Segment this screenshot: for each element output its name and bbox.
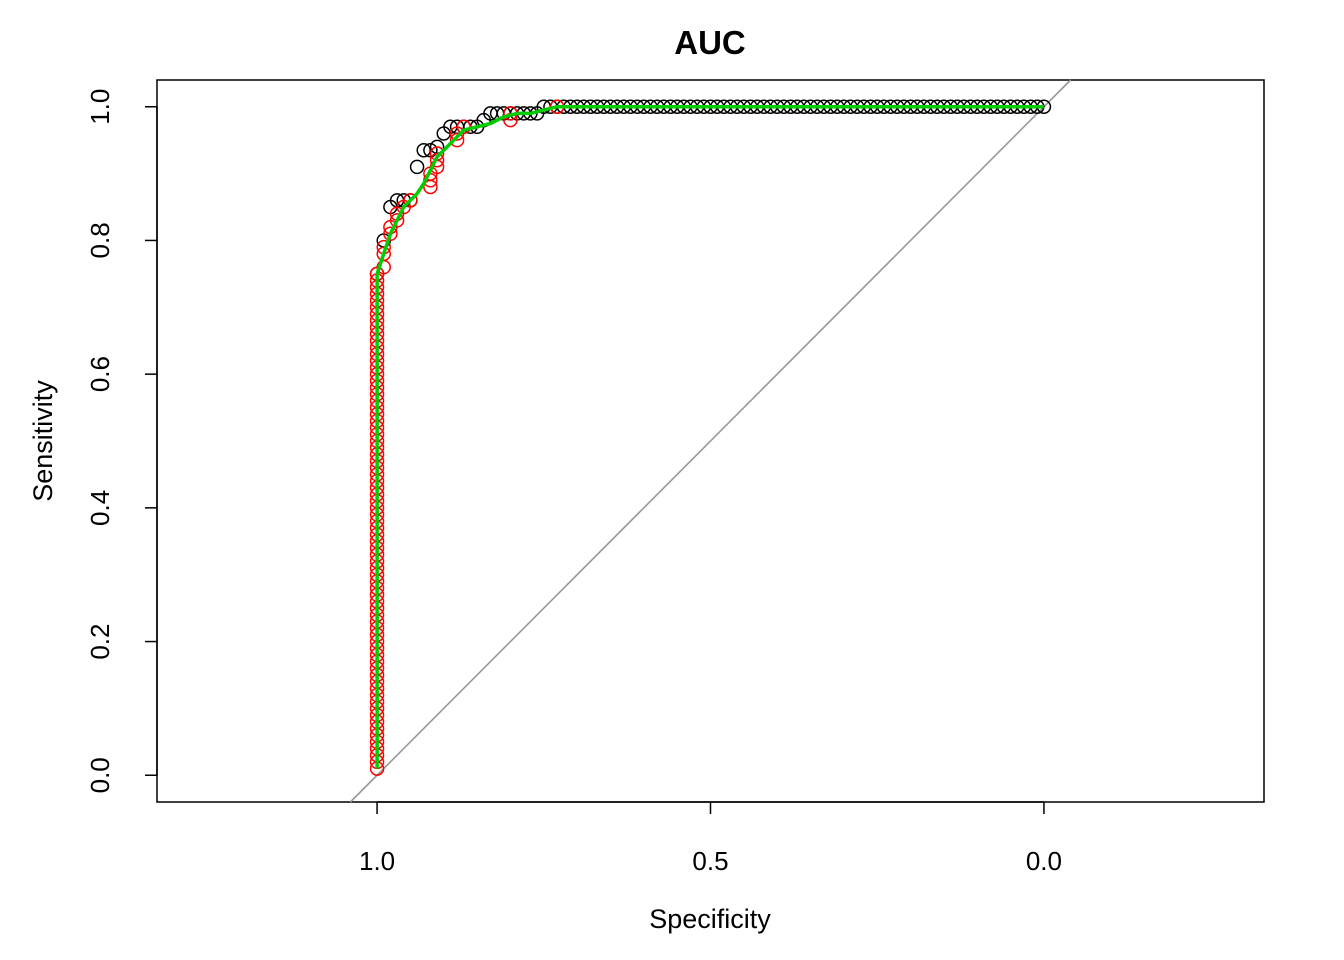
- chart-title: AUC: [674, 24, 746, 61]
- x-tick-label: 0.0: [1026, 846, 1062, 876]
- x-tick-label: 0.5: [692, 846, 728, 876]
- y-tick-label: 0.2: [85, 624, 115, 660]
- y-tick-label: 0.8: [85, 222, 115, 258]
- y-axis-title: Sensitivity: [28, 380, 58, 502]
- y-tick-label: 0.4: [85, 490, 115, 526]
- x-axis-title: Specificity: [649, 904, 771, 934]
- black-point: [409, 159, 425, 175]
- roc-curve: [375, 104, 1044, 769]
- black-point: [416, 142, 431, 158]
- y-tick-label: 0.6: [85, 356, 115, 392]
- y-tick-label: 0.0: [85, 757, 115, 793]
- red-point: [383, 226, 398, 242]
- red-point: [376, 246, 391, 262]
- red-point: [429, 152, 445, 168]
- reference-diagonal: [349, 79, 1072, 803]
- red-point: [449, 132, 465, 148]
- x-tick-label: 1.0: [359, 846, 395, 876]
- y-tick-label: 1.0: [85, 89, 115, 125]
- red-point: [389, 213, 405, 228]
- black-point: [423, 142, 438, 158]
- x-axis: 1.0 0.5 0.0: [359, 801, 1062, 876]
- roc-curve-line: [375, 104, 1044, 769]
- y-axis: 0.0 0.2 0.4 0.6 0.8 1.0: [85, 89, 158, 793]
- red-point: [403, 193, 418, 208]
- reference-line: [349, 79, 1072, 803]
